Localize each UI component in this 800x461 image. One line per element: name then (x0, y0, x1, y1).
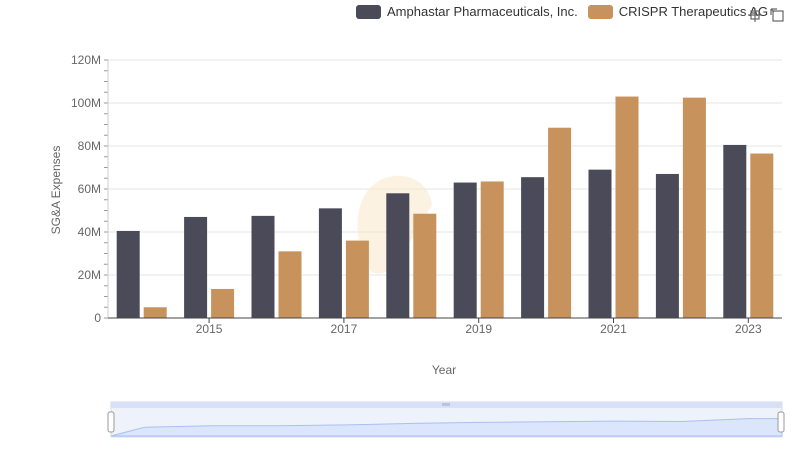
restore-icon[interactable] (768, 6, 786, 24)
bar-crispr-2016[interactable] (278, 251, 302, 318)
x-tick-label: 2021 (600, 322, 627, 336)
x-axis-label: Year (432, 363, 456, 377)
bar-amphastar-2014[interactable] (116, 230, 140, 318)
y-tick-label: 40M (78, 225, 101, 239)
x-tick-label: 2015 (196, 322, 223, 336)
bar-crispr-2014[interactable] (143, 307, 167, 318)
bar-amphastar-2023[interactable] (723, 144, 747, 318)
chart-toolbar (746, 6, 790, 24)
legend-swatch-amphastar (356, 4, 381, 19)
legend: Amphastar Pharmaceuticals, Inc. CRISPR T… (356, 4, 778, 19)
bar-amphastar-2019[interactable] (453, 182, 477, 318)
bar-amphastar-2018[interactable] (386, 193, 410, 318)
legend-label-crispr: CRISPR Therapeutics AG (618, 4, 769, 19)
range-slider[interactable] (107, 401, 785, 438)
bar-crispr-2018[interactable] (413, 213, 437, 318)
x-axis: 2015 2017 2019 2021 2023 (108, 317, 782, 336)
legend-item-crispr[interactable]: CRISPR Therapeutics AG (587, 4, 769, 19)
grid-lines (108, 59, 782, 319)
y-tick-label: 80M (78, 139, 101, 153)
bar-amphastar-2017[interactable] (318, 208, 342, 318)
legend-swatch-crispr (587, 4, 613, 19)
range-slider-right-handle[interactable] (777, 411, 785, 433)
y-tick-label: 60M (78, 182, 101, 196)
bar-amphastar-2022[interactable] (655, 173, 679, 318)
y-axis: 0 20M 40M 60M 80M 100M 120M (71, 53, 109, 325)
bar-crispr-2017[interactable] (345, 240, 369, 318)
y-axis-label: SG&A Expenses (49, 146, 63, 235)
legend-item-amphastar[interactable]: Amphastar Pharmaceuticals, Inc. (356, 4, 578, 19)
y-tick-label: 0 (94, 311, 101, 325)
bar-crispr-2022[interactable] (682, 97, 706, 318)
bar-amphastar-2020[interactable] (521, 177, 545, 318)
bar-crispr-2023[interactable] (750, 153, 774, 318)
zoom-icon[interactable] (746, 6, 764, 24)
y-tick-label: 20M (78, 268, 101, 282)
y-tick-label: 100M (71, 96, 101, 110)
bar-amphastar-2021[interactable] (588, 169, 612, 318)
y-tick-label: 120M (71, 53, 101, 67)
x-tick-label: 2023 (735, 322, 762, 336)
bar-crispr-2019[interactable] (480, 181, 504, 318)
range-slider-grip[interactable] (442, 403, 450, 406)
bar-crispr-2020[interactable] (548, 127, 572, 318)
bar-amphastar-2015[interactable] (184, 216, 208, 318)
legend-label-amphastar: Amphastar Pharmaceuticals, Inc. (387, 4, 578, 19)
range-slider-left-handle[interactable] (107, 411, 115, 433)
bar-crispr-2015[interactable] (211, 288, 235, 318)
x-tick-label: 2017 (331, 322, 358, 336)
range-slider-preview (110, 418, 783, 437)
x-tick-label: 2019 (465, 322, 492, 336)
bars (116, 96, 774, 318)
bar-amphastar-2016[interactable] (251, 215, 275, 318)
bar-crispr-2021[interactable] (615, 96, 639, 318)
